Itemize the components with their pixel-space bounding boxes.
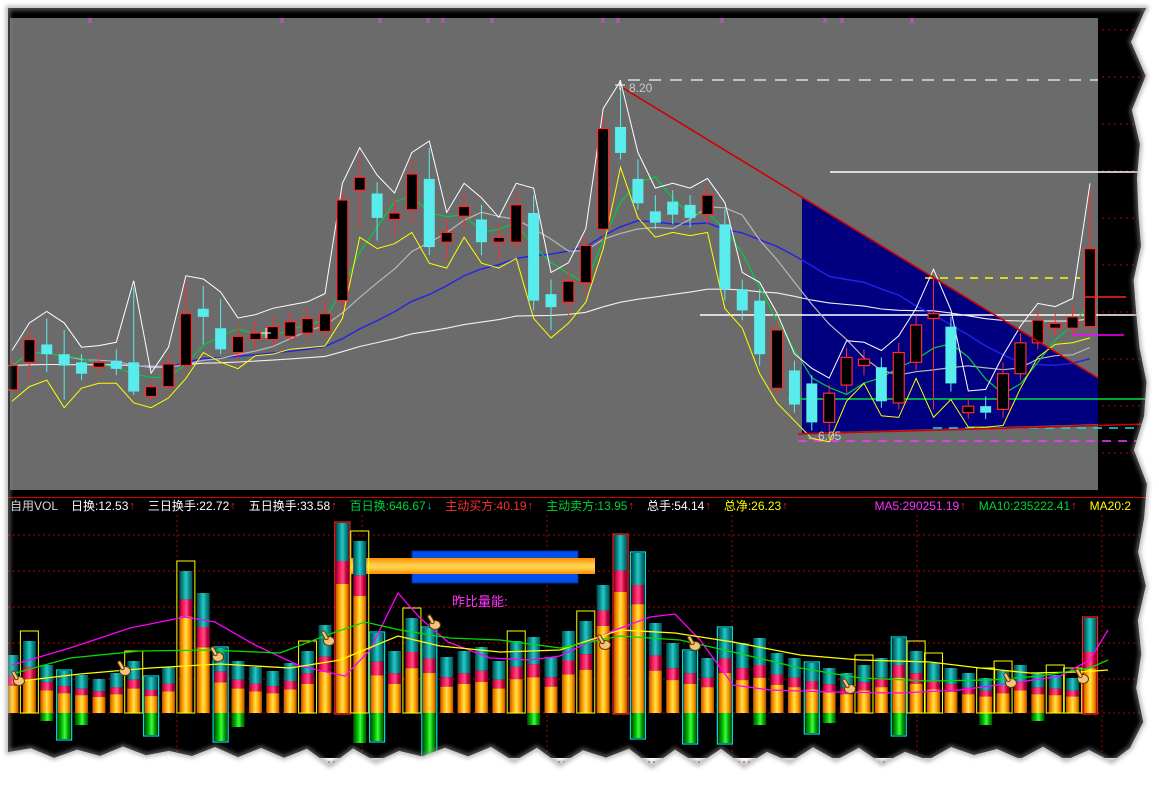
marker-x-icon: x xyxy=(719,16,725,26)
up-arrow-icon: ↑ xyxy=(331,499,337,512)
status-item: 主动买方:40.19 ↑ xyxy=(445,498,534,513)
status-item: 三日换手:22.72 ↑ xyxy=(147,498,236,513)
ma-item: MA20:2 xyxy=(1089,498,1131,513)
marker-x-icon: x xyxy=(377,16,383,26)
marker-x-icon: x xyxy=(425,16,431,26)
up-arrow-icon: ↑ xyxy=(1071,499,1077,512)
marker-x-icon: x xyxy=(615,16,621,26)
ma-item: MA10:235222.41 ↑ xyxy=(978,498,1077,513)
marker-x-icon: x xyxy=(279,16,285,26)
up-arrow-icon: ↑ xyxy=(129,499,135,512)
marker-x-icon: x xyxy=(909,16,915,26)
prev-volume-orange-bar xyxy=(350,558,595,574)
status-item: 总净:26.23 ↑ xyxy=(723,498,788,513)
marker-x-icon: x xyxy=(600,16,606,26)
indicator-status-bar: 自用VOL 日换:12.53 ↑ 三日换手:22.72 ↑ 五日换手:33.58 ↑ 百日换:… xyxy=(8,497,1146,514)
up-arrow-icon: ↑ xyxy=(527,499,534,512)
marker-x-icon: x xyxy=(822,16,828,26)
ma-readouts: MA5:290251.19 ↑ MA10:235222.41 ↑ MA20:2 xyxy=(875,499,1145,514)
status-item: 总手:54.14 ↑ xyxy=(646,498,711,513)
marker-x-icon: x xyxy=(489,16,495,26)
marker-x-icon: x xyxy=(440,16,446,26)
up-arrow-icon: ↑ xyxy=(230,499,236,512)
status-item: 百日换:646.67 ↓ xyxy=(349,498,433,513)
peak-price-label: 8.20 xyxy=(629,81,653,95)
status-item: 五日换手:33.58 ↑ xyxy=(248,498,337,513)
status-item: 主动卖方:13.95 ↑ xyxy=(546,498,634,513)
down-arrow-icon: ↓ xyxy=(426,499,433,512)
marker-x-icon: x xyxy=(839,16,845,26)
up-arrow-icon: ↑ xyxy=(960,499,966,512)
status-item: 自用VOL xyxy=(10,498,59,513)
volume-compare-label: 昨比量能: xyxy=(452,594,508,609)
up-arrow-icon: ↑ xyxy=(782,499,788,512)
ma-item: MA5:290251.19 ↑ xyxy=(874,498,966,513)
up-arrow-icon: ↑ xyxy=(705,499,711,512)
marker-x-icon: x xyxy=(87,16,93,26)
status-item: 日换:12.53 ↑ xyxy=(71,498,135,513)
trough-price-label: ←6.05 xyxy=(806,429,842,443)
up-arrow-icon: ↑ xyxy=(628,499,634,512)
